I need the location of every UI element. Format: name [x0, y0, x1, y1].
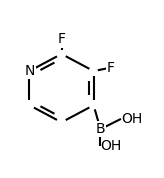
- Text: OH: OH: [121, 112, 142, 126]
- Text: F: F: [107, 61, 115, 75]
- Text: OH: OH: [100, 139, 122, 153]
- Text: N: N: [24, 64, 35, 78]
- Text: F: F: [58, 32, 65, 46]
- Text: B: B: [96, 122, 105, 136]
